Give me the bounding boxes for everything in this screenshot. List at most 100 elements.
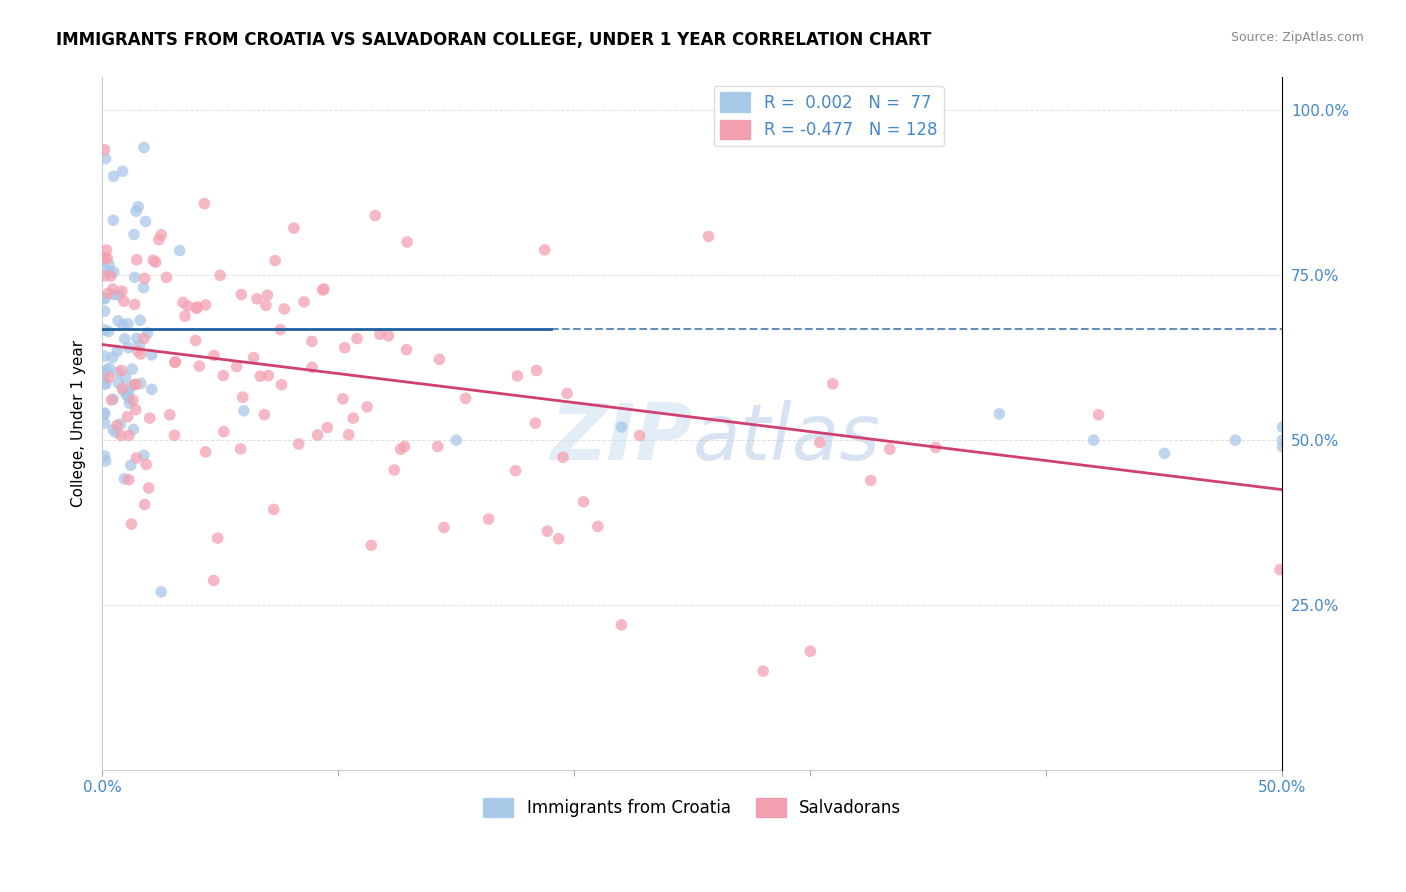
Point bbox=[127, 200, 149, 214]
Point bbox=[1271, 434, 1294, 448]
Point bbox=[389, 442, 412, 457]
Point bbox=[93, 143, 115, 157]
Point bbox=[94, 376, 117, 391]
Point bbox=[93, 367, 115, 381]
Point bbox=[193, 196, 215, 211]
Point bbox=[125, 204, 148, 219]
Point bbox=[270, 377, 292, 392]
Point bbox=[125, 377, 148, 392]
Point bbox=[264, 253, 287, 268]
Point bbox=[332, 392, 354, 406]
Point bbox=[526, 363, 548, 377]
Point bbox=[94, 152, 117, 166]
Point bbox=[132, 448, 155, 462]
Point bbox=[122, 393, 145, 408]
Point bbox=[364, 209, 387, 223]
Point bbox=[101, 423, 124, 437]
Point bbox=[127, 343, 149, 358]
Point bbox=[117, 391, 139, 405]
Point bbox=[382, 463, 405, 477]
Point bbox=[138, 411, 160, 425]
Point bbox=[103, 287, 125, 301]
Point bbox=[111, 381, 134, 395]
Point bbox=[1087, 408, 1109, 422]
Point bbox=[337, 427, 360, 442]
Point bbox=[101, 282, 124, 296]
Point bbox=[124, 297, 146, 311]
Point bbox=[572, 495, 595, 509]
Point bbox=[148, 233, 170, 247]
Point bbox=[229, 442, 252, 456]
Legend: Immigrants from Croatia, Salvadorans: Immigrants from Croatia, Salvadorans bbox=[477, 791, 908, 824]
Point bbox=[394, 440, 416, 454]
Point bbox=[97, 257, 120, 271]
Point bbox=[145, 255, 167, 269]
Point bbox=[94, 261, 117, 276]
Point bbox=[124, 377, 146, 392]
Point bbox=[125, 450, 148, 465]
Point bbox=[859, 474, 882, 488]
Point bbox=[1083, 434, 1105, 448]
Point bbox=[120, 458, 142, 473]
Point bbox=[163, 428, 186, 442]
Point bbox=[610, 618, 633, 632]
Point bbox=[134, 498, 156, 512]
Point bbox=[360, 538, 382, 552]
Point bbox=[283, 221, 305, 235]
Text: IMMIGRANTS FROM CROATIA VS SALVADORAN COLLEGE, UNDER 1 YEAR CORRELATION CHART: IMMIGRANTS FROM CROATIA VS SALVADORAN CO… bbox=[56, 31, 932, 49]
Point bbox=[506, 368, 529, 383]
Point bbox=[138, 481, 160, 495]
Point bbox=[555, 386, 578, 401]
Point bbox=[132, 332, 155, 346]
Point bbox=[165, 355, 187, 369]
Point bbox=[1271, 420, 1294, 434]
Point bbox=[177, 299, 200, 313]
Point bbox=[96, 243, 118, 257]
Point bbox=[551, 450, 574, 465]
Point bbox=[121, 362, 143, 376]
Point bbox=[96, 363, 118, 377]
Point bbox=[141, 348, 163, 362]
Point bbox=[94, 454, 117, 468]
Point bbox=[311, 283, 333, 297]
Point bbox=[122, 227, 145, 242]
Point bbox=[103, 265, 125, 279]
Point bbox=[752, 664, 775, 678]
Point bbox=[426, 439, 449, 453]
Point bbox=[117, 341, 139, 355]
Point bbox=[174, 309, 197, 323]
Point bbox=[346, 332, 368, 346]
Point bbox=[93, 416, 115, 430]
Point bbox=[879, 442, 901, 456]
Point bbox=[396, 235, 419, 249]
Point bbox=[188, 359, 211, 373]
Point bbox=[93, 304, 115, 318]
Point bbox=[98, 370, 121, 384]
Point bbox=[114, 370, 136, 384]
Point bbox=[120, 517, 142, 532]
Point bbox=[129, 376, 152, 391]
Point bbox=[96, 252, 118, 266]
Point bbox=[93, 291, 115, 305]
Point bbox=[454, 392, 477, 406]
Point bbox=[821, 376, 844, 391]
Point bbox=[610, 420, 633, 434]
Point bbox=[110, 428, 132, 442]
Point bbox=[135, 214, 157, 228]
Point bbox=[159, 408, 181, 422]
Point bbox=[225, 359, 247, 374]
Point bbox=[114, 332, 136, 346]
Point bbox=[93, 406, 115, 420]
Text: atlas: atlas bbox=[692, 400, 880, 475]
Point bbox=[112, 472, 135, 486]
Point bbox=[257, 368, 280, 383]
Point bbox=[118, 473, 141, 487]
Point bbox=[111, 284, 134, 298]
Point bbox=[697, 229, 720, 244]
Point bbox=[93, 449, 115, 463]
Point bbox=[134, 271, 156, 285]
Point bbox=[263, 502, 285, 516]
Point bbox=[93, 292, 115, 306]
Point bbox=[249, 369, 271, 384]
Point bbox=[97, 325, 120, 339]
